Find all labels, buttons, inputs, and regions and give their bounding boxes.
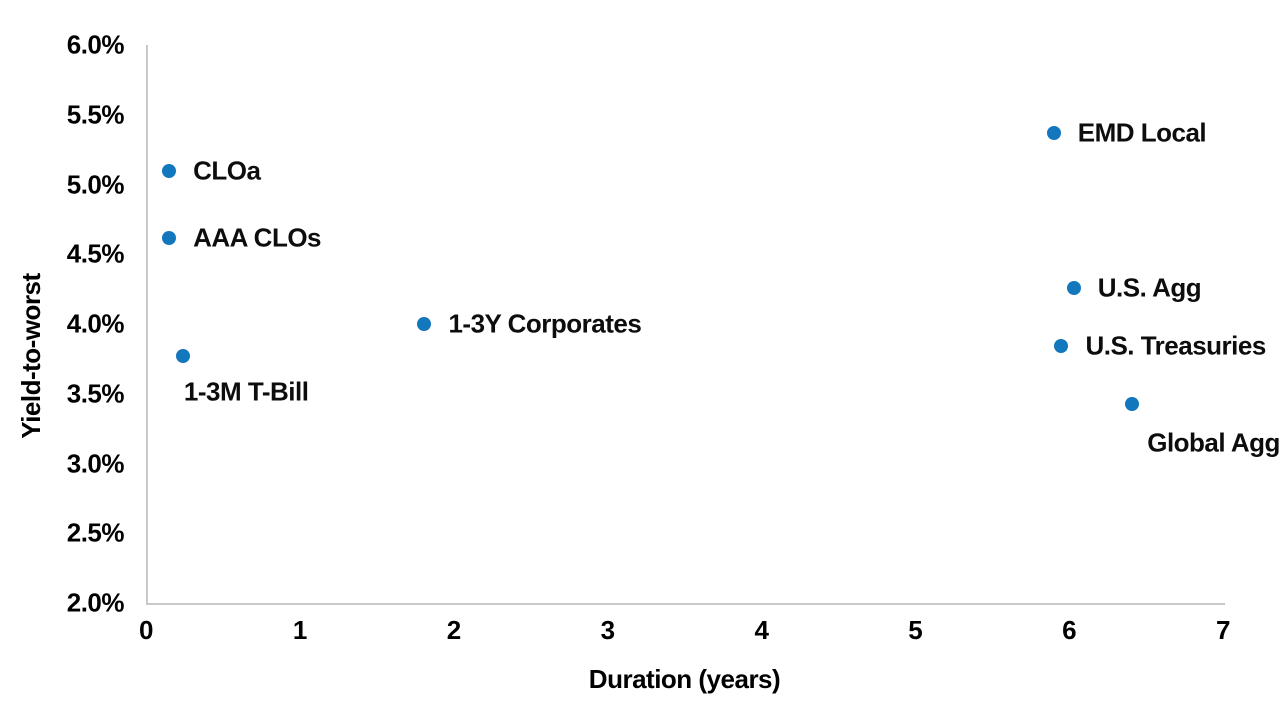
data-point-label: U.S. Agg — [1097, 272, 1202, 303]
y-tick-label: 3.5% — [66, 378, 125, 409]
data-point-label: EMD Local — [1077, 117, 1207, 148]
data-point — [1125, 396, 1140, 411]
plot-area — [146, 45, 1225, 605]
y-tick-label: 5.5% — [66, 99, 125, 130]
x-tick-label: 4 — [754, 615, 769, 645]
y-tick-label: 4.5% — [66, 238, 125, 269]
x-tick-label: 2 — [446, 615, 461, 645]
y-tick-label: 4.0% — [66, 308, 125, 339]
x-axis-title: Duration (years) — [588, 664, 781, 694]
data-point-label: Global Agg — [1147, 427, 1280, 457]
y-tick-label: 3.0% — [66, 448, 125, 478]
data-point — [1054, 339, 1069, 354]
data-point-label: AAA CLOs — [193, 222, 322, 252]
x-tick-label: 3 — [600, 615, 615, 645]
y-tick-label: 5.0% — [66, 169, 125, 199]
data-point-label: 1-3Y Corporates — [448, 308, 642, 339]
y-tick-label: 6.0% — [66, 29, 125, 60]
data-point — [417, 317, 432, 331]
data-point — [1046, 125, 1061, 140]
data-point — [175, 349, 190, 364]
data-point — [162, 230, 177, 245]
x-tick-label: 5 — [908, 615, 923, 645]
data-point-label: CLOa — [193, 155, 261, 186]
x-tick-label: 6 — [1062, 615, 1077, 645]
x-tick-label: 7 — [1216, 615, 1230, 645]
y-tick-label: 2.0% — [66, 587, 125, 618]
data-point — [162, 163, 177, 178]
data-point-label: U.S. Treasuries — [1085, 330, 1266, 361]
data-point-label: 1-3M T-Bill — [183, 376, 309, 407]
y-axis-title: Yield-to-worst — [16, 273, 46, 439]
x-tick-label: 0 — [139, 615, 153, 645]
y-tick-label: 2.5% — [66, 517, 125, 548]
x-tick-label: 1 — [292, 615, 307, 645]
data-point — [1066, 280, 1081, 295]
